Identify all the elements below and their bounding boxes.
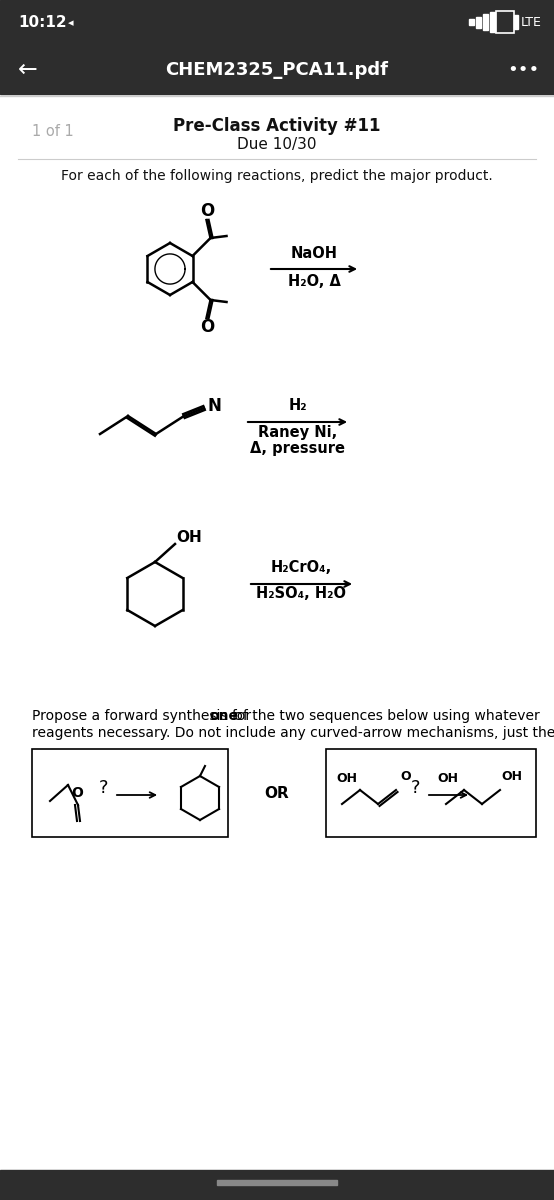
Text: O: O — [401, 769, 411, 782]
Text: H₂CrO₄,: H₂CrO₄, — [271, 560, 332, 576]
Bar — [490, 12, 495, 32]
Bar — [32, 749, 228, 838]
Text: 1 of 1: 1 of 1 — [32, 125, 74, 139]
Text: H₂O, Δ: H₂O, Δ — [288, 274, 341, 288]
Bar — [0, 1170, 554, 1200]
Text: OR: OR — [265, 786, 289, 800]
Text: one: one — [209, 709, 239, 722]
Text: OH: OH — [501, 769, 522, 782]
Bar — [326, 749, 536, 838]
Text: NaOH: NaOH — [290, 246, 337, 260]
Text: Due 10/30: Due 10/30 — [237, 137, 317, 151]
Text: For each of the following reactions, predict the major product.: For each of the following reactions, pre… — [61, 169, 493, 182]
Text: O: O — [71, 786, 83, 800]
Bar — [469, 19, 474, 25]
Text: Pre-Class Activity #11: Pre-Class Activity #11 — [173, 116, 381, 134]
Text: •••: ••• — [508, 61, 540, 79]
Text: O: O — [201, 318, 214, 336]
Text: H₂: H₂ — [288, 398, 307, 414]
Bar — [514, 16, 518, 29]
Text: Raney Ni,: Raney Ni, — [258, 425, 337, 439]
Bar — [217, 1180, 337, 1186]
Text: OH: OH — [438, 772, 459, 785]
Text: CHEM2325_PCA11.pdf: CHEM2325_PCA11.pdf — [166, 61, 388, 79]
Text: Δ, pressure: Δ, pressure — [250, 440, 345, 456]
Text: ?: ? — [99, 779, 109, 797]
Bar — [476, 17, 480, 28]
Text: of the two sequences below using whatever: of the two sequences below using whateve… — [229, 709, 540, 722]
Text: N: N — [207, 397, 221, 415]
Bar — [0, 44, 554, 94]
Text: reagents necessary. Do not include any curved-arrow mechanisms, just the reactio: reagents necessary. Do not include any c… — [32, 726, 554, 740]
Text: O: O — [201, 202, 214, 220]
Text: 10:12: 10:12 — [18, 16, 66, 30]
Bar — [0, 0, 554, 44]
Text: OH: OH — [176, 530, 202, 546]
Text: ?: ? — [411, 779, 420, 797]
Text: H₂SO₄, H₂O: H₂SO₄, H₂O — [257, 587, 346, 601]
Text: ←: ← — [18, 58, 38, 82]
Text: Propose a forward synthesis for: Propose a forward synthesis for — [32, 709, 255, 722]
Text: LTE: LTE — [521, 17, 542, 29]
Bar — [483, 14, 488, 30]
Text: OH: OH — [336, 772, 357, 785]
Text: ◂: ◂ — [68, 18, 74, 28]
